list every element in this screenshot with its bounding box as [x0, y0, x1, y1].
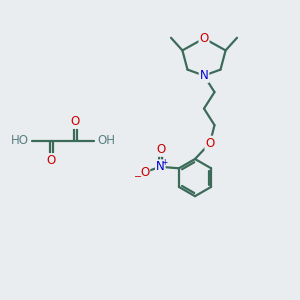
Text: O: O [206, 136, 214, 150]
Text: OH: OH [97, 134, 115, 148]
Text: HO: HO [11, 134, 29, 148]
Text: O: O [156, 143, 166, 156]
Text: O: O [70, 115, 80, 128]
Text: O: O [140, 166, 149, 179]
Text: +: + [162, 158, 168, 167]
Text: N: N [200, 69, 208, 82]
Text: N: N [156, 160, 165, 173]
Text: O: O [46, 154, 56, 167]
Text: O: O [200, 32, 208, 45]
Text: −: − [134, 172, 142, 182]
